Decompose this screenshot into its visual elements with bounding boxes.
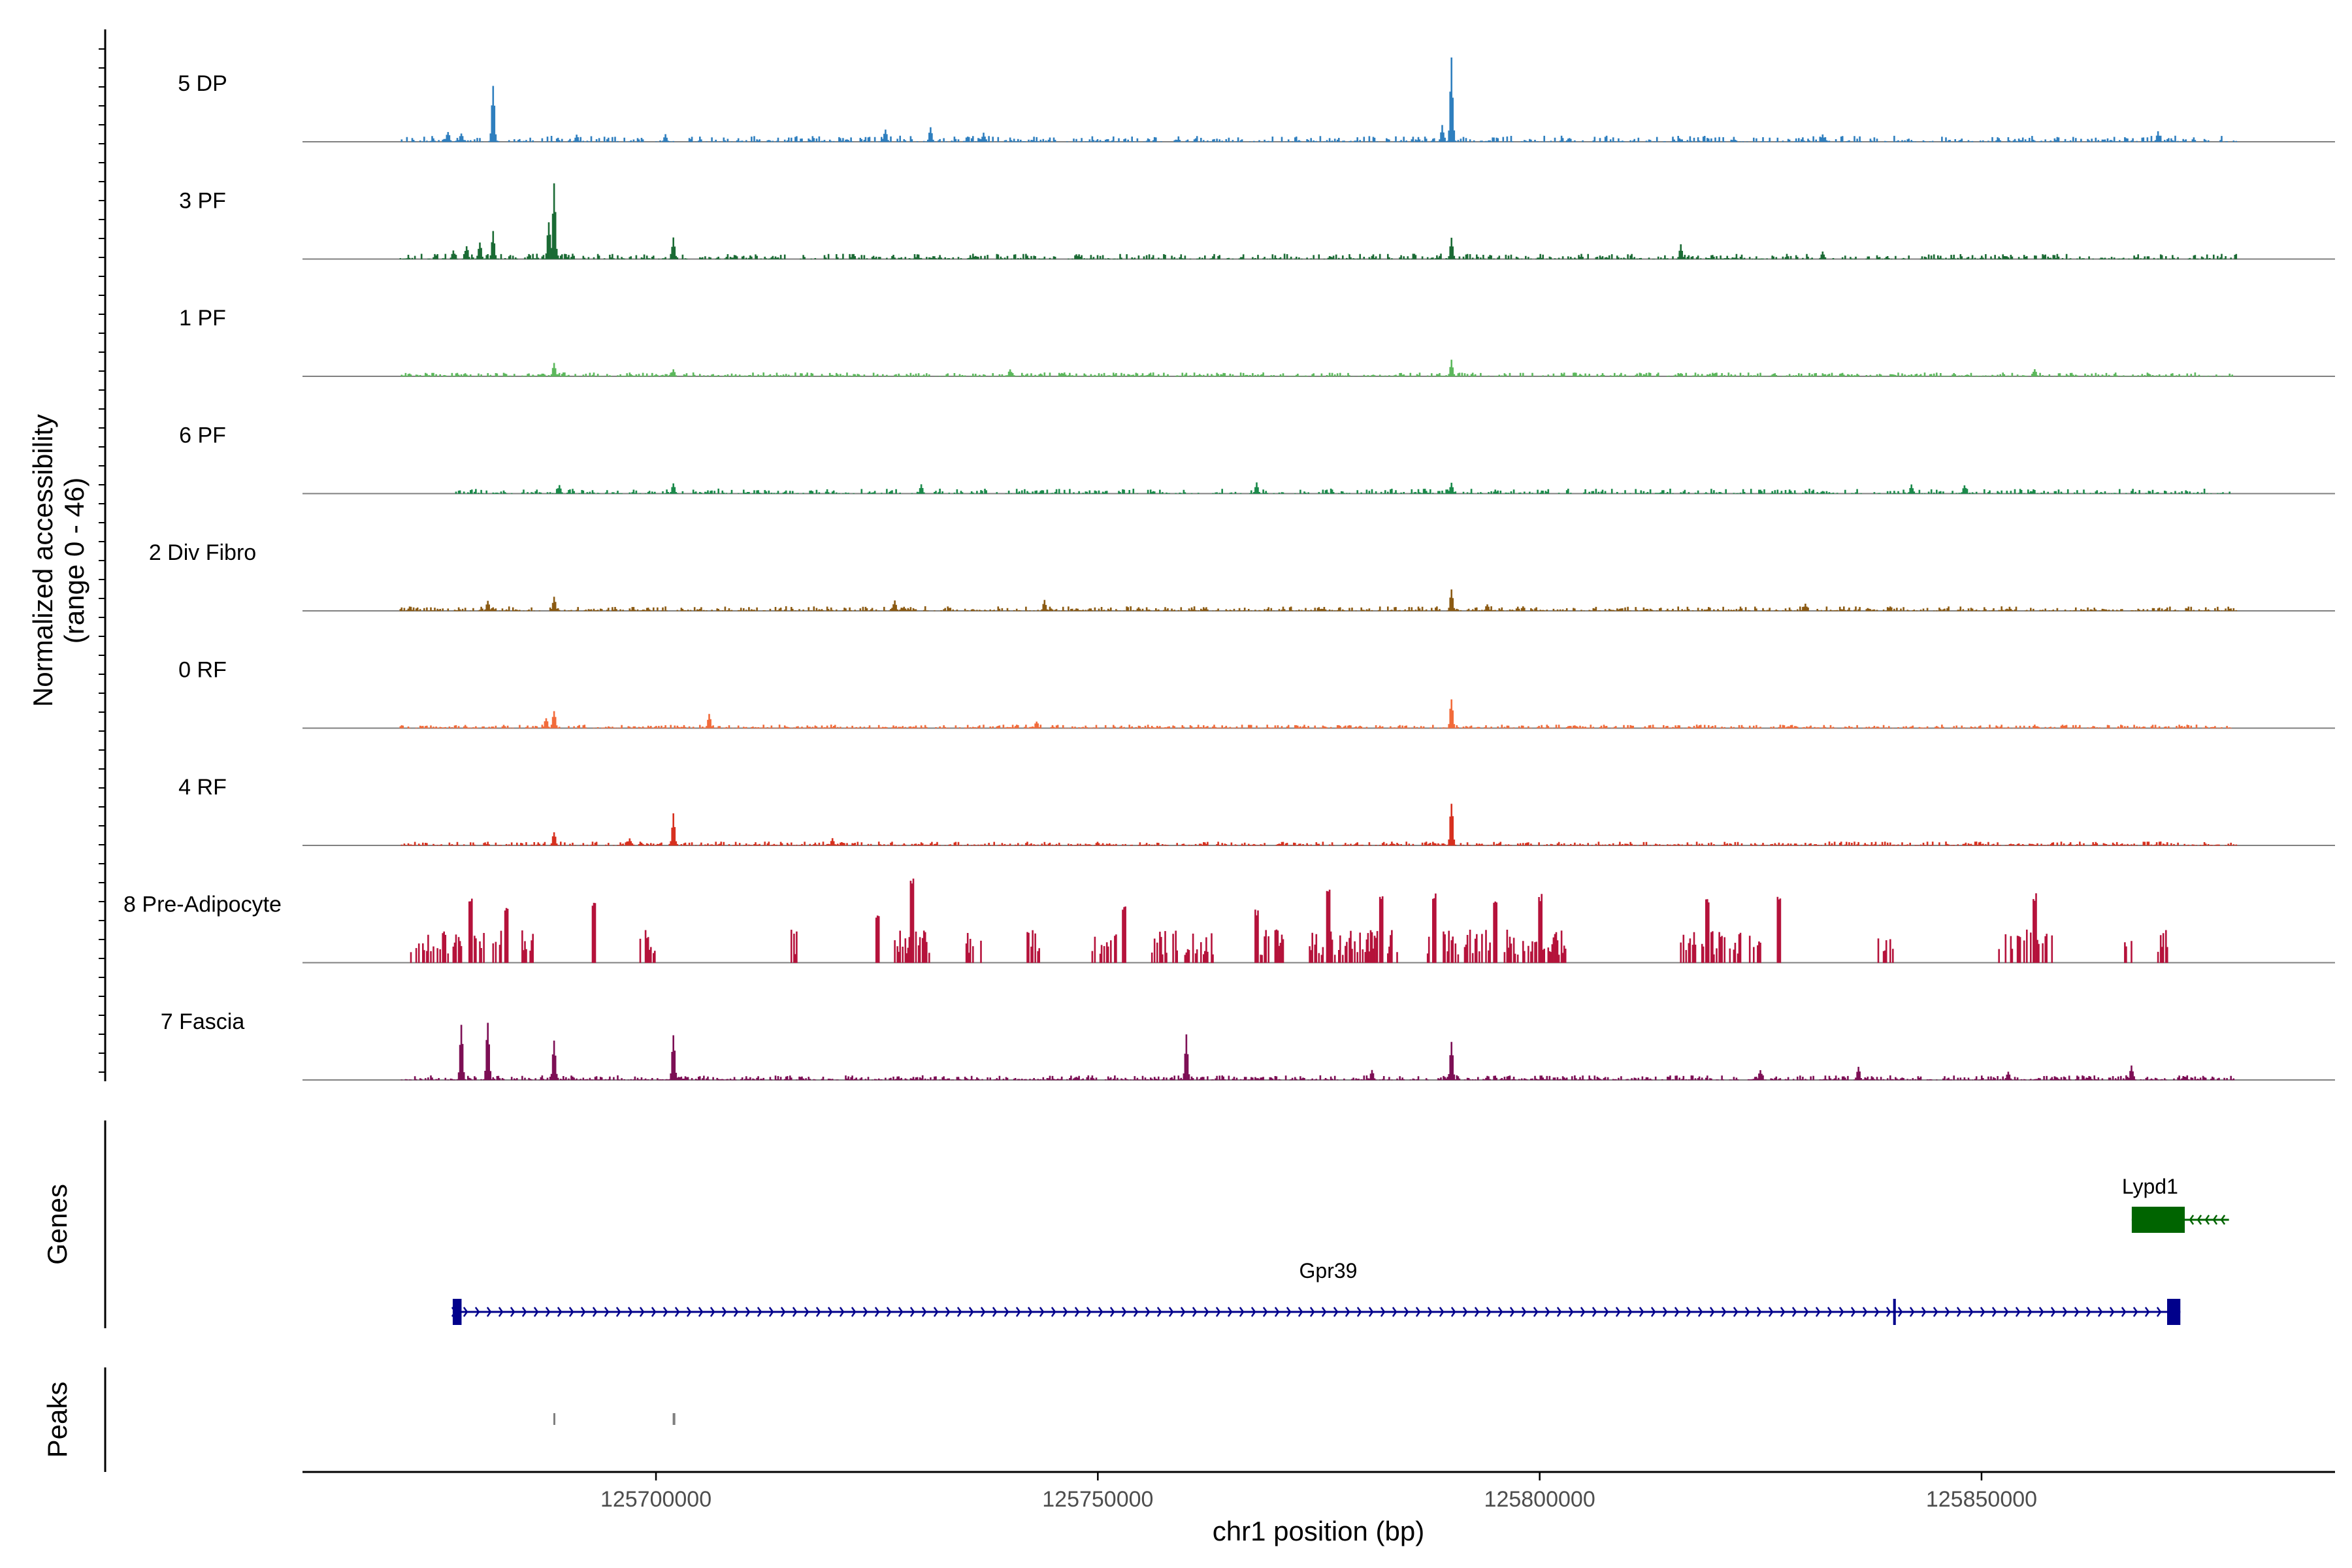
gene-label: Lypd1	[2122, 1175, 2178, 1198]
gene-exon	[2167, 1299, 2181, 1325]
gene-gpr39: Gpr39	[451, 1259, 2181, 1325]
track-2-div-fibro: 2 Div Fibro	[149, 540, 2335, 612]
peak-region	[553, 1413, 555, 1425]
track-6-pf: 6 PF	[179, 423, 2335, 495]
track-label: 8 Pre-Adipocyte	[123, 892, 282, 917]
gene-strand-chevrons	[2189, 1215, 2226, 1225]
gene-lypd1: Lypd1	[2122, 1175, 2229, 1233]
peak-annotations	[553, 1413, 676, 1425]
gene-annotations: Gpr39 Lypd1	[451, 1175, 2229, 1325]
coverage-signal	[455, 482, 2230, 494]
y-axis-title-line2: (range 0 - 46)	[59, 478, 90, 644]
genes-panel-label: Genes	[42, 1184, 73, 1265]
gene-exon	[452, 1299, 462, 1325]
coverage-signal	[399, 699, 2232, 728]
coverage-y-ticks	[99, 48, 105, 1073]
coverage-tracks: 5 DP 3 PF 1 PF 6 PF 2 Div Fibro 0 RF 4 RF 8 Pre…	[123, 57, 2335, 1081]
gene-label: Gpr39	[1299, 1259, 1358, 1282]
track-label: 1 PF	[179, 306, 226, 331]
coverage-signal	[400, 57, 2238, 142]
genes-panel-title: Genes	[42, 1184, 73, 1265]
coverage-signal	[399, 589, 2238, 612]
coverage-signal	[410, 878, 2168, 963]
peaks-panel-label: Peaks	[42, 1382, 73, 1458]
track-label: 6 PF	[179, 423, 226, 448]
peak-region	[672, 1413, 676, 1425]
track-4-rf: 4 RF	[178, 775, 2335, 846]
x-axis-title: chr1 position (bp)	[1213, 1516, 1425, 1546]
coverage-signal	[399, 183, 2238, 259]
coverage-signal	[400, 359, 2233, 377]
track-5-dp: 5 DP	[178, 57, 2335, 142]
x-tick-label: 125700000	[600, 1487, 711, 1512]
x-tick-label: 125750000	[1042, 1487, 1153, 1512]
track-8-pre-adipocyte: 8 Pre-Adipocyte	[123, 878, 2335, 964]
track-label: 4 RF	[178, 775, 227, 800]
track-0-rf: 0 RF	[178, 658, 2335, 729]
track-label: 2 Div Fibro	[149, 540, 256, 565]
coverage-signal	[400, 1022, 2235, 1081]
y-axis-title-line1: Normalized accessibility	[27, 414, 58, 707]
x-axis-ticks: 125700000 125750000 125800000 125850000	[600, 1472, 2037, 1512]
track-label: 3 PF	[179, 189, 226, 214]
track-label: 5 DP	[178, 71, 227, 96]
track-label: 0 RF	[178, 658, 227, 683]
track-3-pf: 3 PF	[179, 183, 2335, 260]
gene-exon	[1893, 1299, 1896, 1325]
y-axis-title: Normalized accessibility (range 0 - 46)	[27, 414, 90, 707]
x-tick-label: 125850000	[1926, 1487, 2037, 1512]
peaks-panel-title: Peaks	[42, 1382, 73, 1458]
coverage-signal	[400, 804, 2238, 846]
track-1-pf: 1 PF	[179, 306, 2335, 377]
gene-exon	[2131, 1207, 2185, 1233]
track-label: 7 Fascia	[161, 1009, 245, 1034]
x-tick-label: 125800000	[1484, 1487, 1595, 1512]
track-7-fascia: 7 Fascia	[161, 1009, 2335, 1081]
